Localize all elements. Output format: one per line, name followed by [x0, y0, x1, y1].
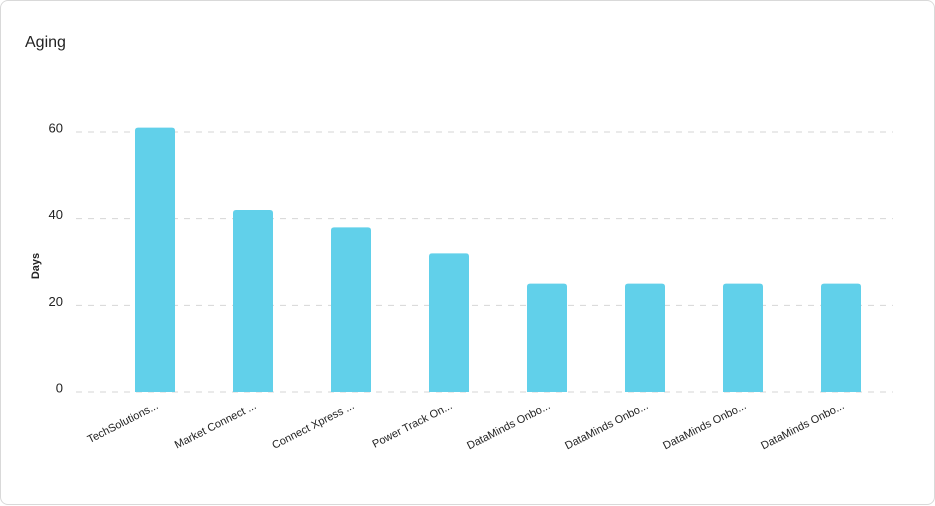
x-tick-label: TechSolutions... [86, 400, 161, 446]
x-tick-label: DataMinds Onbo... [563, 400, 650, 452]
x-tick-label: DataMinds Onbo... [759, 400, 846, 452]
x-tick-label: Connect Xpress ... [270, 400, 356, 452]
bar [527, 283, 567, 392]
bar [331, 227, 371, 392]
bar [723, 283, 763, 392]
x-tick-label: Power Track On... [370, 400, 454, 451]
y-tick-label: 60 [49, 120, 63, 135]
bar [821, 283, 861, 392]
y-tick-label: 0 [56, 380, 63, 395]
y-tick-label: 20 [49, 294, 63, 309]
bar [233, 210, 273, 392]
x-tick-label: DataMinds Onbo... [661, 400, 748, 452]
bar [625, 283, 665, 392]
x-tick-label: Market Connect ... [173, 400, 259, 451]
bar [429, 253, 469, 392]
y-tick-label: 40 [49, 207, 63, 222]
x-tick-label: DataMinds Onbo... [465, 400, 552, 452]
bar [135, 127, 175, 393]
y-axis-label: Days [30, 253, 42, 279]
chart-title: Aging [25, 34, 66, 51]
